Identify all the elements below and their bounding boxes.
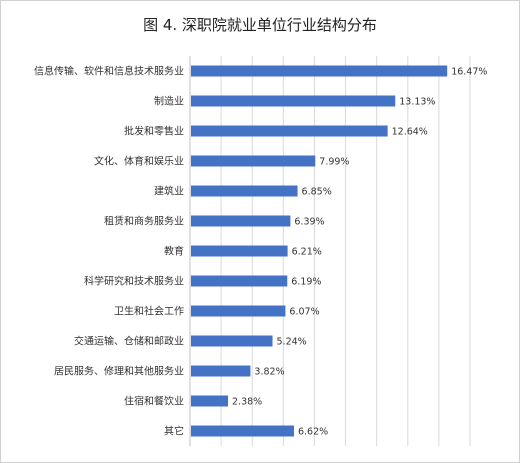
bar (191, 395, 229, 407)
bar (191, 125, 388, 137)
category-label: 建筑业 (154, 185, 184, 198)
data-label: 6.39% (294, 217, 324, 228)
data-label: 6.19% (291, 277, 321, 288)
category-label: 卫生和社会工作 (114, 305, 184, 318)
data-label: 7.99% (319, 157, 349, 168)
bar (191, 275, 288, 287)
data-label: 2.38% (232, 397, 262, 408)
data-label: 16.47% (451, 67, 487, 78)
bar (191, 185, 298, 197)
category-label: 居民服务、修理和其他服务业 (54, 365, 184, 378)
data-label: 6.85% (302, 187, 332, 198)
data-label: 3.82% (254, 367, 284, 378)
data-label: 13.13% (399, 97, 435, 108)
bar (191, 65, 448, 77)
data-label: 5.24% (277, 337, 307, 348)
category-label: 租赁和商务服务业 (104, 215, 184, 228)
category-label: 科学研究和技术服务业 (84, 275, 184, 288)
bar (191, 245, 288, 257)
data-label: 6.62% (298, 427, 328, 438)
category-label: 文化、体育和娱乐业 (94, 155, 184, 168)
data-label: 6.21% (292, 247, 322, 258)
bar (191, 155, 316, 167)
category-label: 其它 (164, 425, 184, 438)
bar (191, 335, 273, 347)
chart-title: 图 4. 深职院就业单位行业结构分布 (143, 16, 377, 34)
category-label: 信息传输、软件和信息技术服务业 (34, 65, 184, 78)
category-label: 住宿和餐饮业 (124, 395, 184, 408)
bar (191, 425, 294, 437)
category-label: 交通运输、仓储和邮政业 (74, 335, 184, 348)
data-label: 6.07% (289, 307, 319, 318)
bar (191, 365, 251, 377)
category-label: 教育 (164, 245, 184, 258)
bar (191, 215, 291, 227)
category-label: 批发和零售业 (124, 125, 184, 138)
data-label: 12.64% (392, 127, 428, 138)
bar (191, 95, 396, 107)
category-label: 制造业 (154, 95, 184, 108)
bar (191, 305, 286, 317)
